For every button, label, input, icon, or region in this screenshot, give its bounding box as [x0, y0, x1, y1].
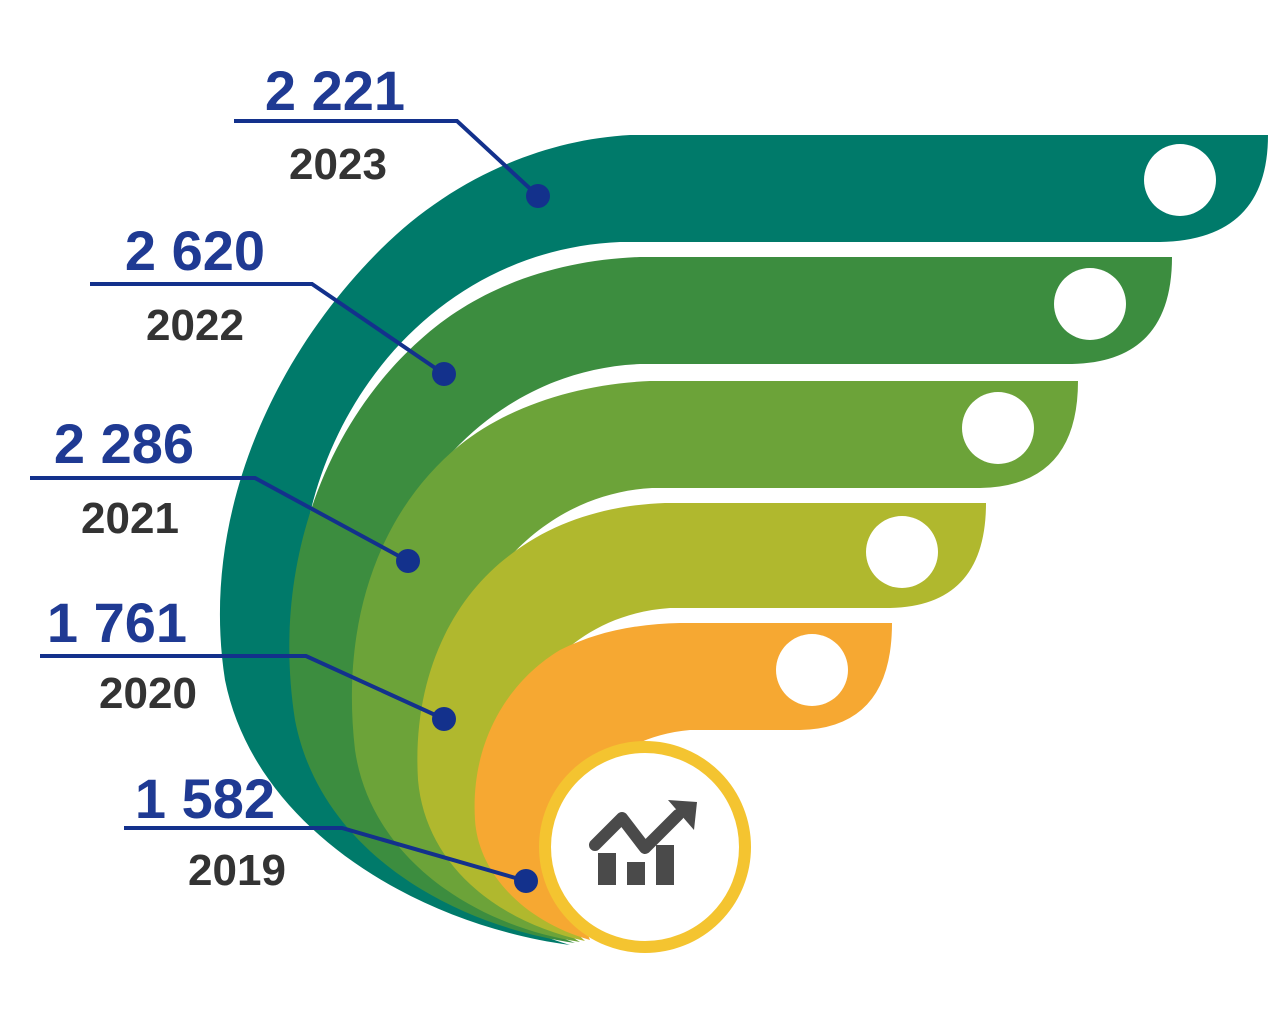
- leader-dot-2023: [526, 184, 550, 208]
- icon-bar-3: [656, 845, 674, 885]
- leader-2022: [90, 282, 446, 376]
- leader-dot-2021: [396, 549, 420, 573]
- leader-dot-2022: [432, 362, 456, 386]
- year-label-2019: 2019: [188, 846, 286, 895]
- year-label-2020: 2020: [99, 669, 197, 718]
- year-label-2022: 2022: [146, 301, 244, 350]
- icon-bar-2: [627, 862, 645, 885]
- growth-chart-icon: [589, 800, 697, 885]
- leader-2019: [124, 826, 527, 883]
- band-end-dot-2020: [866, 516, 938, 588]
- icon-arrow-head: [668, 800, 697, 830]
- value-label-2021: 2 286: [54, 412, 194, 475]
- leader-dot-2020: [432, 707, 456, 731]
- value-label-2023: 2 221: [265, 59, 405, 122]
- year-label-2021: 2021: [81, 494, 179, 543]
- band-end-dot-2022: [1054, 268, 1126, 340]
- band-2021: [351, 381, 1078, 942]
- year-label-2023: 2023: [289, 140, 387, 189]
- band-2019: [474, 623, 892, 940]
- band-end-dot-2023: [1144, 144, 1216, 216]
- value-label-2019: 1 582: [135, 767, 275, 830]
- leader-2020: [40, 654, 445, 721]
- band-2023: [219, 135, 1268, 945]
- value-label-2020: 1 761: [47, 591, 187, 654]
- band-end-dot-2019: [776, 634, 848, 706]
- leader-2023: [234, 119, 540, 198]
- leader-2021: [30, 476, 409, 563]
- band-2020: [417, 503, 986, 941]
- icon-bar-1: [598, 853, 616, 885]
- value-label-2022: 2 620: [125, 219, 265, 282]
- icon-trend-line: [589, 809, 684, 854]
- band-end-dot-2021: [962, 392, 1034, 464]
- leader-dot-2019: [514, 869, 538, 893]
